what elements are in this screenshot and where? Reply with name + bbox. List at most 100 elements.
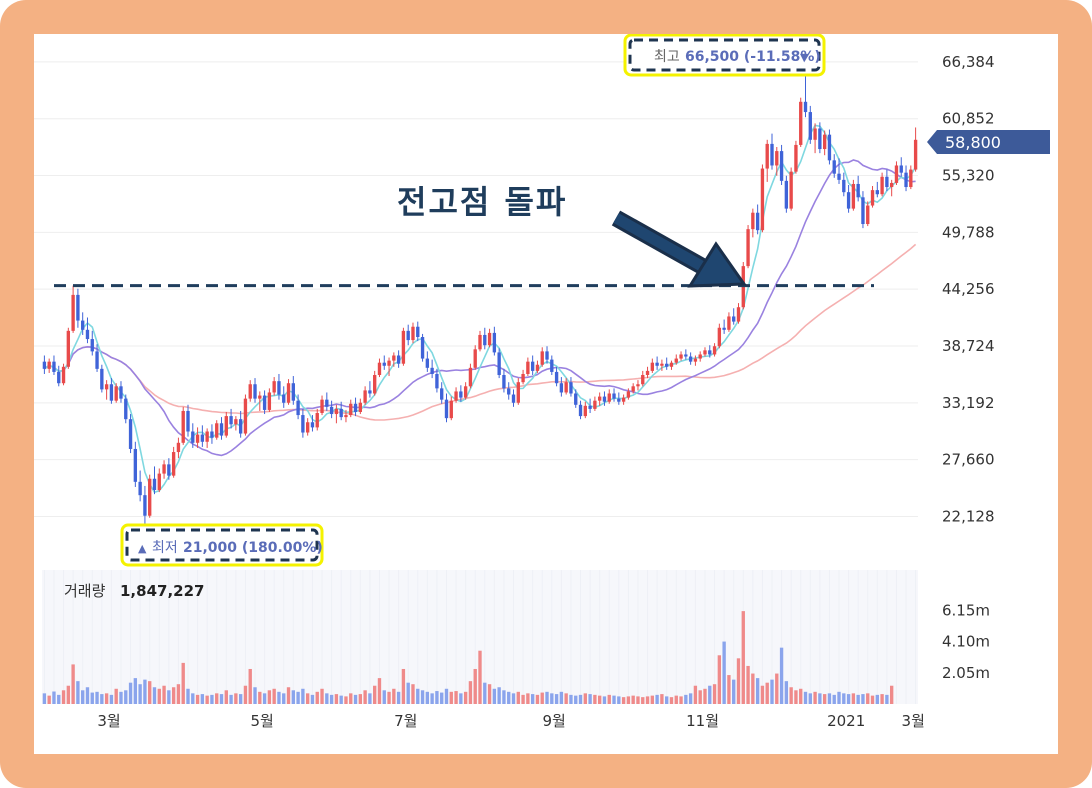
candle-body	[492, 332, 497, 353]
candle	[440, 382, 444, 404]
candle-body	[234, 419, 238, 425]
candle-body	[550, 359, 554, 372]
candle-body	[444, 399, 449, 419]
candle	[253, 378, 257, 403]
candle-body	[597, 396, 602, 401]
candle-body	[382, 362, 386, 366]
candle-body	[104, 384, 109, 390]
candle-body	[727, 316, 731, 330]
candle	[353, 397, 358, 417]
candle	[373, 370, 377, 396]
current-price-value: 58,800	[945, 133, 1001, 152]
volume-bar	[569, 694, 573, 704]
candle	[195, 427, 200, 448]
candle	[420, 333, 425, 362]
volume-bar	[866, 693, 870, 704]
candle	[191, 423, 195, 448]
candle-body	[47, 361, 51, 369]
candle-body	[353, 403, 358, 412]
candle	[880, 172, 884, 197]
volume-bar	[870, 695, 875, 704]
candle	[574, 389, 578, 408]
volume-bar	[320, 688, 324, 704]
candle	[913, 127, 918, 172]
candle-body	[564, 382, 568, 393]
volume-bar	[502, 690, 506, 704]
price-tick-label: 49,788	[942, 223, 995, 241]
volume-bar	[119, 691, 123, 704]
candle	[679, 351, 683, 361]
candle-body	[870, 190, 875, 206]
candle	[530, 355, 535, 376]
candle	[760, 164, 765, 233]
candle-body	[679, 354, 683, 359]
candle-body	[545, 351, 549, 360]
candle-body	[645, 370, 650, 376]
volume-bar	[229, 694, 233, 704]
candle	[325, 392, 329, 411]
volume-bar	[478, 650, 482, 704]
volume-bar	[473, 668, 477, 704]
candle	[90, 330, 94, 356]
candle	[377, 358, 382, 378]
volume-bar	[641, 697, 645, 704]
volume-bar	[205, 695, 209, 704]
candle	[258, 391, 262, 411]
candle	[866, 201, 870, 227]
candle	[612, 388, 616, 402]
candle-body	[468, 367, 473, 387]
candle-body	[282, 394, 286, 403]
candle	[181, 406, 185, 445]
volume-bar	[463, 691, 468, 704]
volume-bar	[861, 694, 865, 704]
candle	[688, 352, 693, 365]
candle-body	[650, 362, 655, 371]
volume-bar	[71, 664, 75, 704]
volume-bar	[262, 693, 267, 704]
candle-body	[751, 212, 755, 230]
candle-body	[588, 405, 592, 409]
high-marker-label: 최고	[654, 49, 680, 65]
volume-bar	[550, 693, 554, 704]
candle	[885, 169, 889, 192]
candle-body	[688, 356, 693, 362]
candle-body	[526, 361, 530, 374]
candle-body	[765, 143, 769, 169]
volume-bar	[124, 690, 128, 704]
candle	[492, 326, 497, 356]
candle	[468, 363, 473, 389]
candle-body	[775, 151, 779, 166]
candle-body	[114, 386, 118, 401]
candle-body	[703, 350, 707, 355]
up-triangle-icon: ▲	[138, 542, 147, 555]
candle	[827, 129, 832, 165]
candlestick-chart[interactable]: 66,384 60,852 55,320 49,788 44,256 38,724 33,1…	[34, 34, 1058, 754]
volume-bar	[468, 681, 473, 704]
candle-body	[559, 383, 564, 393]
candle-body	[344, 415, 348, 418]
volume-bar	[483, 682, 487, 704]
price-candles	[42, 60, 918, 529]
candle	[507, 382, 511, 400]
volume-bar	[368, 693, 372, 704]
candle	[626, 388, 631, 400]
volume-bar	[626, 696, 631, 704]
candle	[358, 398, 363, 415]
candle	[81, 312, 85, 335]
x-axis-ticks: 3월 5월 7월 9월 11월 2021 3월	[97, 712, 925, 730]
x-tick-label: 11월	[686, 712, 719, 730]
candle-body	[248, 384, 252, 399]
volume-bar	[712, 684, 717, 704]
candle	[296, 394, 300, 420]
volume-label: 거래량	[64, 582, 106, 600]
candle-body	[459, 391, 463, 398]
candle-body	[124, 398, 128, 420]
candle-body	[636, 384, 640, 387]
candle-body	[755, 212, 760, 231]
candle-body	[631, 386, 635, 392]
candle	[851, 179, 856, 211]
volume-bars	[42, 611, 894, 704]
x-tick-label: 9월	[543, 712, 566, 730]
candle	[339, 401, 343, 421]
candle-body	[373, 375, 377, 394]
